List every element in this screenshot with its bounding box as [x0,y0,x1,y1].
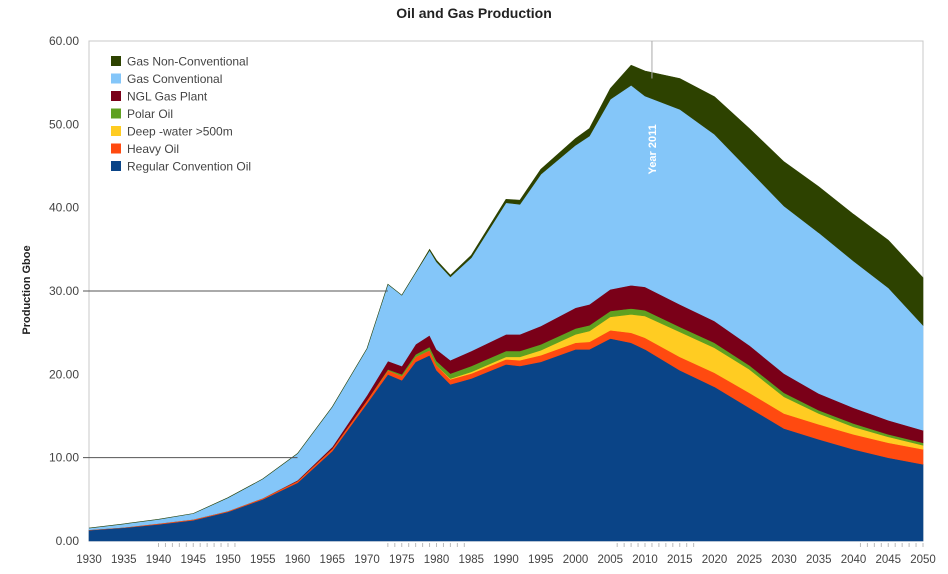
legend-label-deep-water-500m: Deep -water >500m [127,125,233,139]
x-tick-label: 1955 [250,554,276,566]
legend-label-regular-convention-oil: Regular Convention Oil [127,160,251,174]
x-tick-label: 1975 [389,554,415,566]
year-2011-annotation: Year 2011 [647,124,659,174]
y-tick-label: 20.00 [49,367,79,381]
legend-swatch-heavy-oil [111,143,121,154]
chart-title: Oil and Gas Production [396,5,552,21]
x-tick-label: 2010 [632,554,658,566]
legend: Gas Non-Conventional Gas Conventional NGL … [111,55,251,174]
x-tick-label: 1990 [493,554,519,566]
legend-swatch-gas-conventional [111,73,121,84]
plot-area: Year 2011 [83,40,924,542]
x-tick-label: 1995 [528,554,554,566]
reference-lines [83,41,653,459]
x-tick-label: 2040 [841,554,867,566]
legend-swatch-gas-non-conventional [111,56,121,66]
x-tick-label: 2025 [736,554,762,566]
x-tick-label: 2050 [910,554,936,566]
legend-label-gas-conventional: Gas Conventional [127,72,222,86]
x-tick-label: 1985 [458,554,484,566]
legend-label-ngl-gas-plant: NGL Gas Plant [127,90,208,104]
x-tick-label: 1965 [319,554,345,566]
x-axis-ticks: 1930 1935 1940 1945 1950 1955 1960 1965 1970 1975… [76,543,936,566]
legend-label-polar-oil: Polar Oil [127,107,173,121]
x-tick-label: 1930 [76,554,102,566]
legend-swatch-polar-oil [111,108,121,119]
x-tick-label: 2035 [806,554,832,566]
legend-swatch-deep-water-500m [111,126,121,136]
y-tick-label: 0.00 [56,534,80,548]
x-tick-label: 2015 [667,554,693,566]
y-axis-label: Production Gboe [21,245,33,334]
y-tick-label: 40.00 [49,201,79,215]
x-tick-label: 1940 [146,554,172,566]
y-tick-label: 60.00 [49,34,79,48]
legend-swatch-ngl-gas-plant [111,91,121,101]
x-tick-label: 1945 [180,554,206,566]
x-tick-label: 2000 [563,554,589,566]
x-tick-label: 2005 [597,554,623,566]
y-tick-label: 30.00 [49,284,79,298]
y-tick-label: 10.00 [49,451,79,465]
x-tick-label: 2030 [771,554,797,566]
x-tick-label: 1970 [354,554,380,566]
x-tick-label: 1960 [285,554,311,566]
x-tick-label: 1980 [424,554,450,566]
area-gas-non-conventional [88,64,924,529]
legend-label-heavy-oil: Heavy Oil [127,142,179,156]
x-tick-label: 1935 [111,554,137,566]
y-axis-ticks: 0.00 10.00 20.00 30.00 40.00 50.00 60.00 [49,34,79,548]
x-tick-label: 2020 [702,554,728,566]
stacked-areas [88,64,924,542]
x-tick-label: 1950 [215,554,241,566]
x-tick-label: 2045 [875,554,901,566]
y-tick-label: 50.00 [49,117,79,131]
legend-swatch-regular-convention-oil [111,161,121,171]
legend-label-gas-non-conventional: Gas Non-Conventional [127,55,248,69]
